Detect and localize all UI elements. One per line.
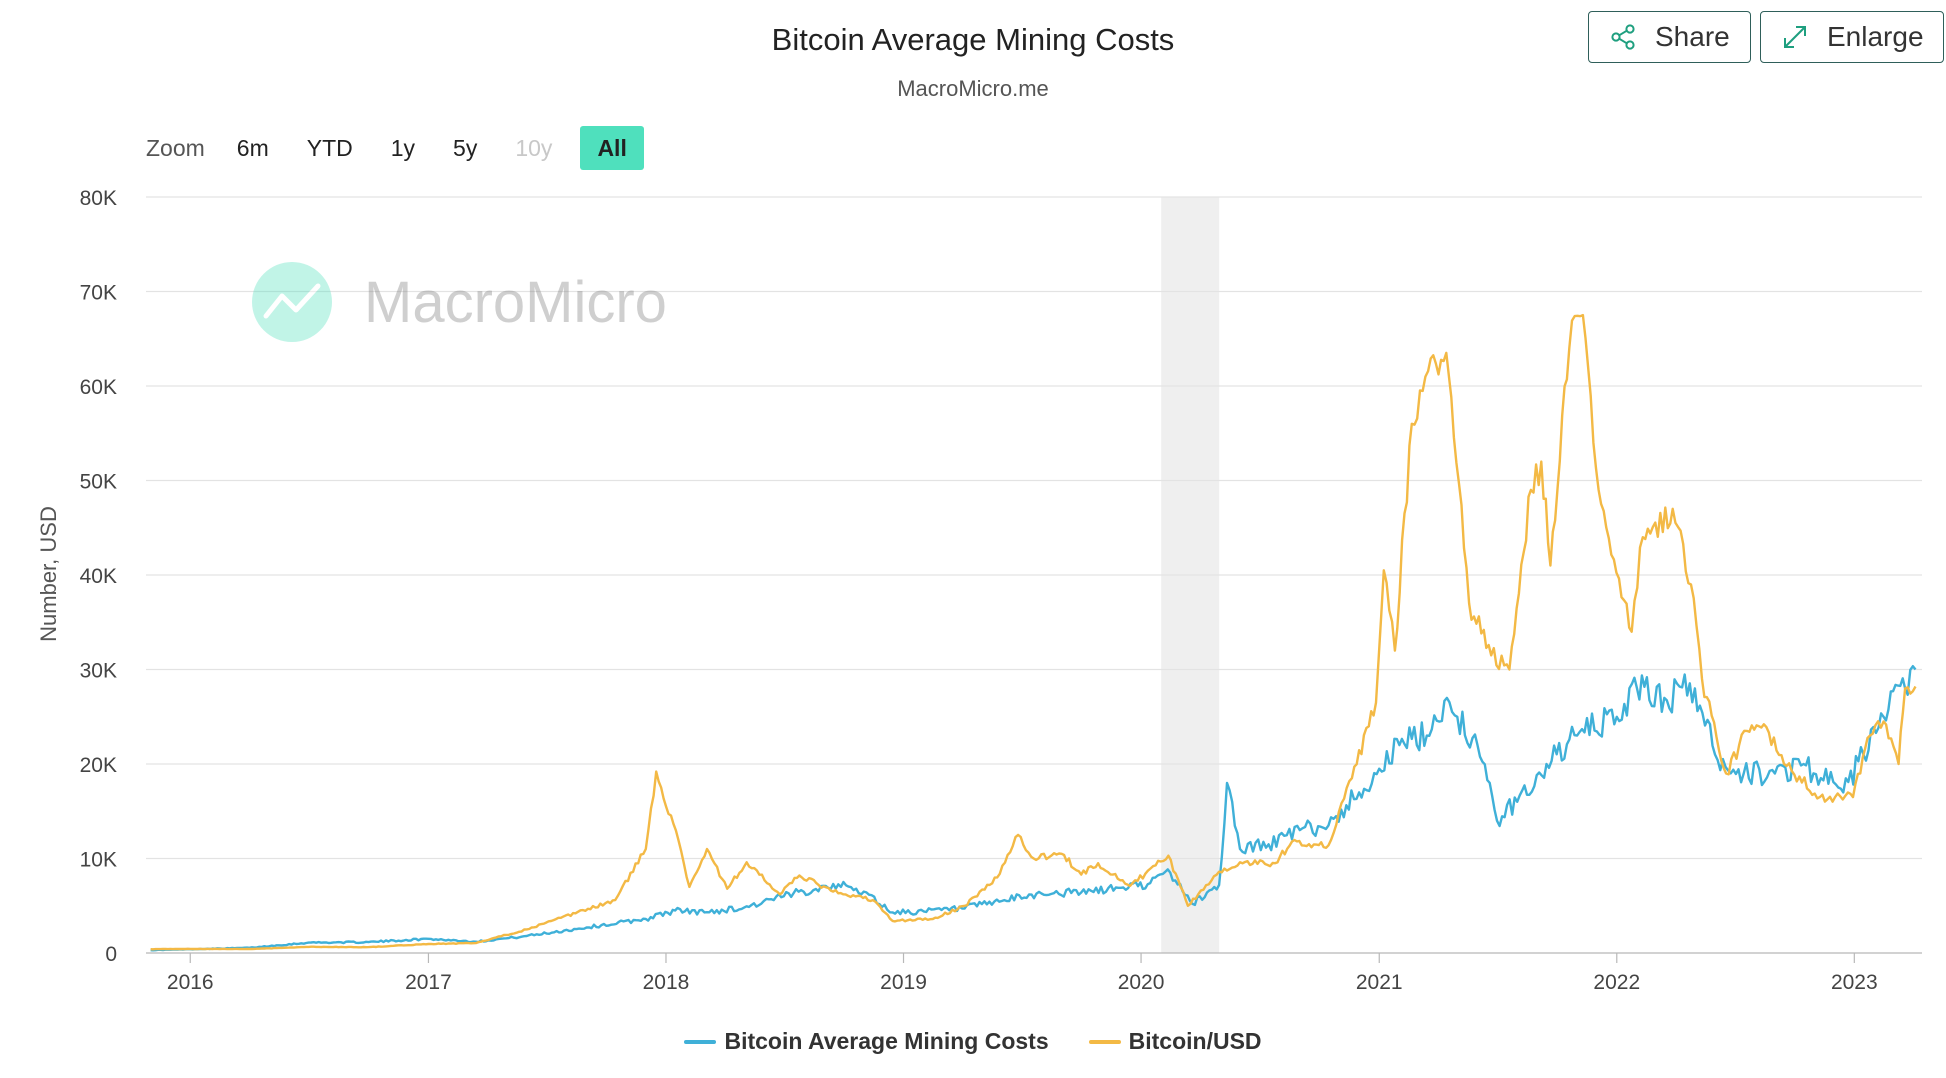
series-line-mining-cost — [150, 665, 1917, 952]
zoom-1y-button[interactable]: 1y — [390, 135, 416, 161]
series-line-bitcoin-usd — [150, 313, 1917, 951]
x-axis: 2016 2017 2018 2019 2020 2021 2022 2023 — [167, 953, 1878, 994]
y-tick-label: 80K — [80, 187, 117, 210]
y-tick-label: 60K — [80, 376, 117, 399]
watermark-text: MacroMicro — [364, 270, 667, 335]
y-tick-label: 30K — [80, 660, 117, 683]
legend-swatch-mining-cost — [684, 1039, 717, 1044]
logo-mark — [263, 283, 321, 319]
y-tick-label: 40K — [80, 565, 117, 588]
y-tick-label: 50K — [80, 471, 117, 494]
x-tick-label: 2021 — [1356, 971, 1403, 994]
legend-swatch-bitcoin-usd — [1088, 1039, 1121, 1044]
series-lines — [150, 313, 1917, 952]
x-tick-label: 2020 — [1118, 971, 1165, 994]
zoom-label: Zoom — [146, 134, 205, 161]
y-tick-label: 0 — [105, 943, 117, 966]
y-tick-label: 70K — [80, 282, 117, 305]
zoom-all-button[interactable]: All — [580, 126, 644, 170]
enlarge-label: Enlarge — [1827, 21, 1924, 52]
legend-item-mining-cost[interactable]: Bitcoin Average Mining Costs — [684, 1028, 1049, 1055]
legend-label-mining-cost: Bitcoin Average Mining Costs — [724, 1028, 1049, 1054]
x-tick-label: 2019 — [880, 971, 927, 994]
zoom-5y-button[interactable]: 5y — [453, 135, 478, 161]
enlarge-icon — [1784, 26, 1806, 48]
x-tick-label: 2017 — [405, 971, 452, 994]
y-axis: 0 10K 20K 30K 40K 50K 60K 70K 80K — [80, 187, 117, 966]
watermark: MacroMicro — [252, 262, 667, 342]
zoom-ytd-button[interactable]: YTD — [306, 135, 353, 161]
zoom-6m-button[interactable]: 6m — [236, 135, 269, 161]
zoom-selector: Zoom 6m YTD 1y 5y 10y All — [146, 126, 662, 170]
chart-subtitle: MacroMicro.me — [897, 76, 1049, 101]
macromicro-logo-icon — [252, 262, 332, 342]
share-label: Share — [1655, 21, 1730, 52]
y-axis-label: Number, USD — [36, 506, 61, 642]
legend: Bitcoin Average Mining Costs Bitcoin/USD — [0, 1028, 1946, 1055]
x-tick-label: 2016 — [167, 971, 214, 994]
y-tick-label: 20K — [80, 754, 117, 777]
x-tick-label: 2023 — [1831, 971, 1878, 994]
chart-title: Bitcoin Average Mining Costs — [771, 22, 1175, 57]
y-tick-label: 10K — [80, 849, 117, 872]
share-button[interactable]: Share — [1588, 11, 1751, 63]
x-tick-label: 2018 — [643, 971, 690, 994]
zoom-10y-button[interactable]: 10y — [515, 135, 553, 161]
legend-label-bitcoin-usd: Bitcoin/USD — [1128, 1028, 1262, 1054]
legend-item-bitcoin-usd[interactable]: Bitcoin/USD — [1088, 1028, 1262, 1055]
enlarge-button[interactable]: Enlarge — [1760, 11, 1944, 63]
grid-lines — [146, 196, 1922, 954]
share-icon — [1611, 24, 1635, 50]
x-tick-label: 2022 — [1593, 971, 1640, 994]
